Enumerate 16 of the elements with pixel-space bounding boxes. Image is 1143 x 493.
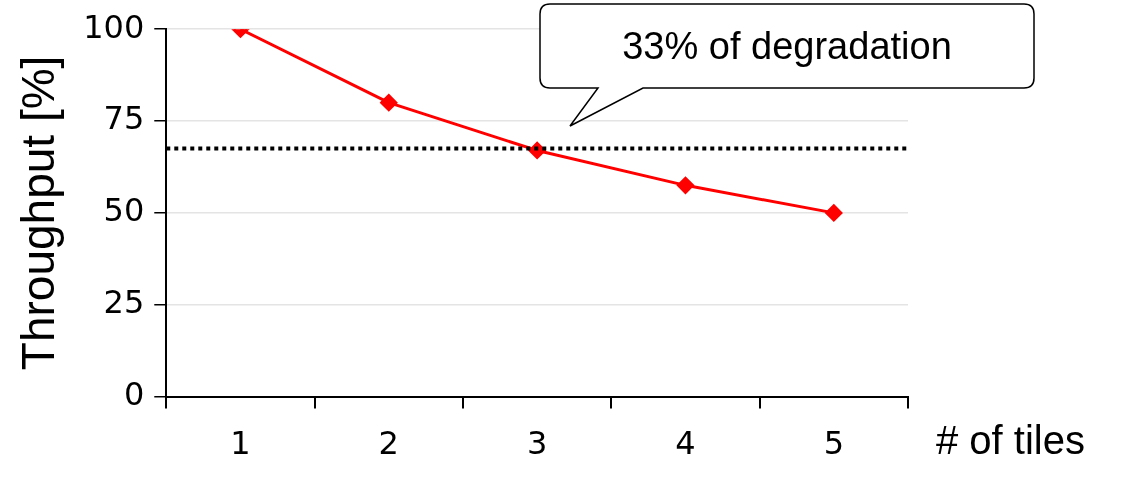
y-tick-label: 0 bbox=[123, 374, 145, 413]
x-tick-label: 3 bbox=[526, 424, 548, 463]
annotation: 33% of degradation bbox=[621, 23, 953, 69]
point bbox=[825, 204, 843, 222]
y-tick-label: 50 bbox=[103, 191, 145, 230]
y-tick-label: 75 bbox=[103, 99, 145, 138]
x-tick-label: 4 bbox=[675, 424, 696, 463]
y-tick-label: 100 bbox=[83, 7, 145, 46]
point bbox=[676, 176, 694, 194]
x-tick-label: 1 bbox=[230, 424, 251, 463]
point bbox=[380, 94, 398, 112]
y-tick-label: 25 bbox=[103, 283, 145, 322]
x-tick-label: 2 bbox=[378, 424, 399, 463]
x-axis-title: # of tiles bbox=[936, 418, 1085, 463]
y-axis-title: Throughput [%] bbox=[12, 55, 65, 371]
x-tick-label: 5 bbox=[823, 424, 845, 463]
